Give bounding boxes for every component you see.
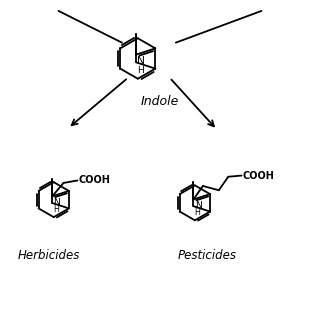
- Text: H: H: [195, 208, 201, 217]
- Text: Herbicides: Herbicides: [18, 249, 80, 262]
- Text: Pesticides: Pesticides: [178, 249, 237, 262]
- Text: H: H: [137, 66, 144, 75]
- Text: H: H: [53, 205, 60, 214]
- Text: COOH: COOH: [243, 171, 275, 180]
- Text: COOH: COOH: [79, 175, 111, 186]
- Text: N: N: [195, 201, 202, 210]
- Text: N: N: [137, 56, 145, 67]
- Text: N: N: [53, 197, 60, 206]
- Text: Indole: Indole: [141, 95, 179, 108]
